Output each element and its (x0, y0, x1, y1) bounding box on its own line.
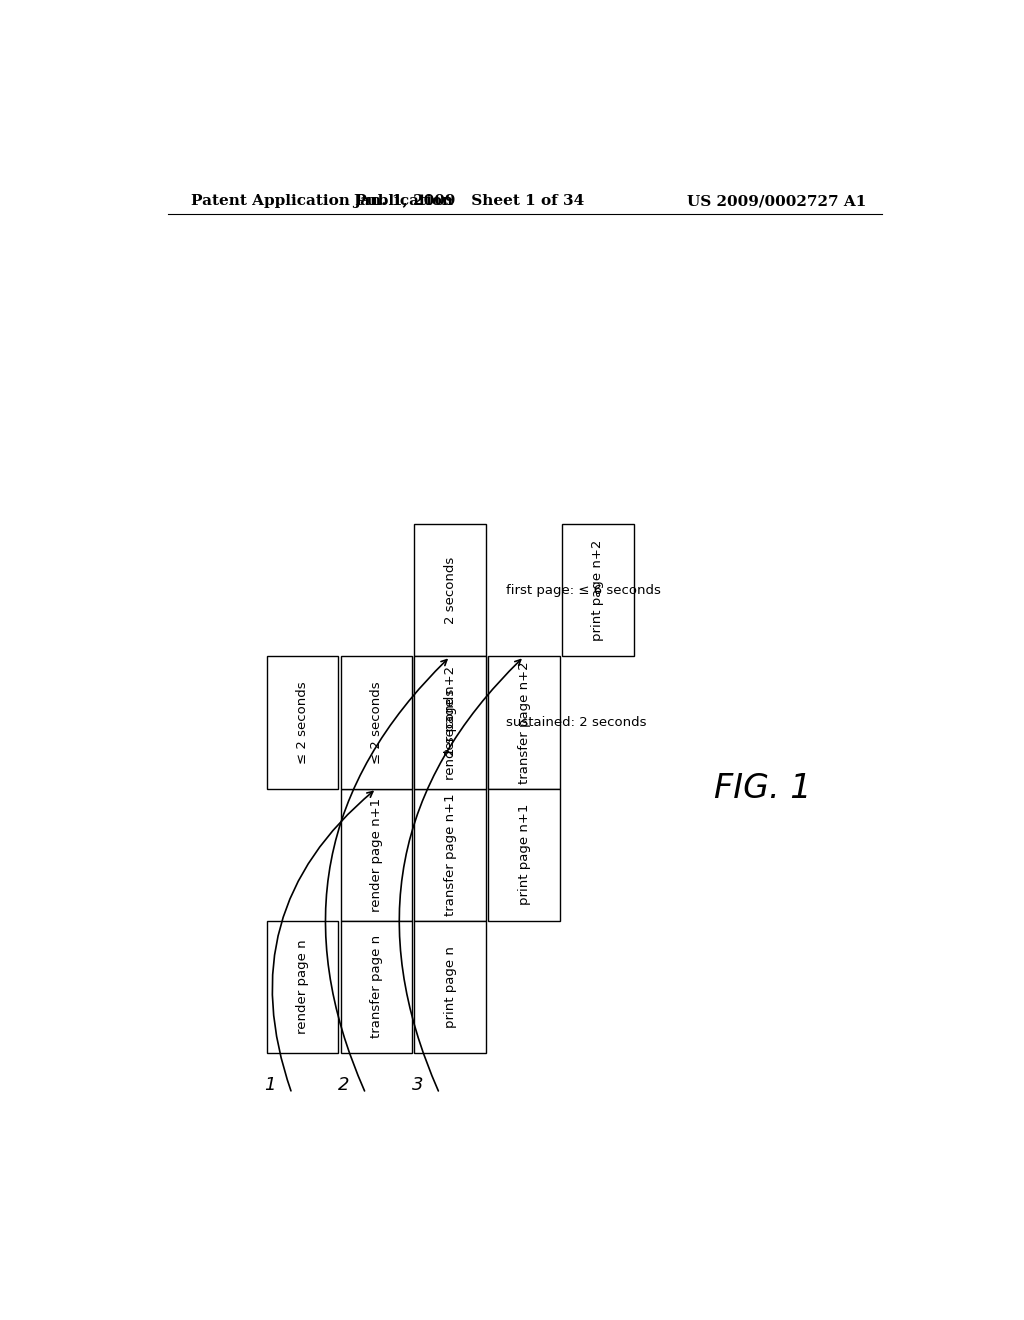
Text: Jan. 1, 2009   Sheet 1 of 34: Jan. 1, 2009 Sheet 1 of 34 (353, 194, 585, 209)
Text: ≤ 2 seconds: ≤ 2 seconds (370, 681, 383, 764)
Bar (415, 524, 486, 656)
Text: 3: 3 (412, 1076, 423, 1094)
Bar (415, 921, 486, 1053)
Bar (267, 656, 338, 788)
Bar (267, 921, 338, 1053)
Text: 1: 1 (264, 1076, 275, 1094)
Text: sustained: 2 seconds: sustained: 2 seconds (506, 715, 646, 729)
Text: transfer page n+2: transfer page n+2 (517, 661, 530, 784)
Bar (341, 921, 412, 1053)
Text: render page n+2: render page n+2 (443, 665, 457, 780)
Bar (341, 656, 412, 788)
Text: render page n+1: render page n+1 (370, 797, 383, 912)
Bar (415, 656, 486, 788)
Text: 2: 2 (338, 1076, 349, 1094)
Text: FIG. 1: FIG. 1 (714, 772, 812, 805)
Text: 2 seconds: 2 seconds (443, 557, 457, 624)
Bar (488, 788, 560, 921)
Bar (562, 524, 634, 656)
Text: print page n+1: print page n+1 (517, 804, 530, 906)
Text: transfer page n: transfer page n (370, 935, 383, 1039)
Text: render page n: render page n (296, 940, 309, 1034)
Bar (488, 656, 560, 788)
Text: transfer page n+1: transfer page n+1 (443, 793, 457, 916)
Text: ≤ 2 seconds: ≤ 2 seconds (296, 681, 309, 764)
Text: US 2009/0002727 A1: US 2009/0002727 A1 (687, 194, 866, 209)
Bar (341, 788, 412, 921)
Text: 2 seconds: 2 seconds (443, 689, 457, 756)
Bar (415, 788, 486, 921)
Text: print page n: print page n (443, 946, 457, 1028)
Bar (415, 656, 486, 788)
Text: print page n+2: print page n+2 (591, 540, 604, 642)
Text: first page: ≤ 6 seconds: first page: ≤ 6 seconds (506, 583, 660, 597)
Text: Patent Application Publication: Patent Application Publication (191, 194, 454, 209)
